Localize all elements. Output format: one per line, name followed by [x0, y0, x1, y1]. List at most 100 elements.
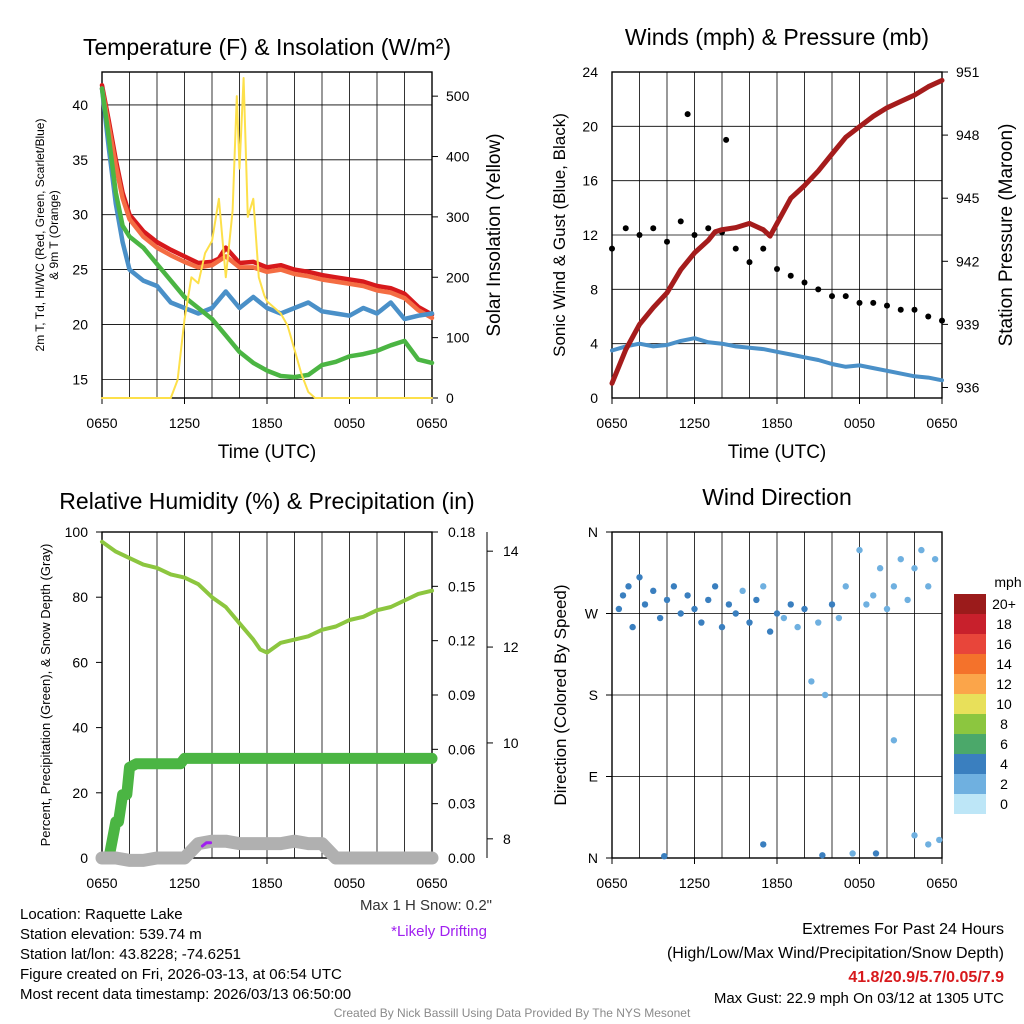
x-axis-label: Time (UTC)	[728, 442, 827, 463]
chart-title: Relative Humidity (%) & Precipitation (i…	[59, 488, 474, 514]
legend-swatch	[954, 614, 986, 634]
y-axis-label: Direction (Colored By Speed)	[551, 584, 570, 805]
gust-point	[939, 317, 945, 324]
direction-point	[615, 605, 623, 613]
y-right-tick-label: 939	[956, 316, 980, 332]
y-tick-label: W	[585, 606, 599, 622]
x-tick-label: 0650	[416, 415, 447, 431]
legend-label: 12	[996, 676, 1012, 692]
x-tick-label: 1250	[169, 415, 200, 431]
precip-tick-label: 0.18	[448, 524, 475, 540]
direction-point	[819, 852, 826, 859]
y-right-axis-label: Station Pressure (Maroon)	[996, 124, 1017, 347]
direction-point	[753, 596, 760, 604]
legend-label: 0	[1000, 796, 1008, 812]
series-line-precipitation	[96, 752, 438, 864]
legend-swatch	[954, 674, 986, 694]
y-tick-label: 20	[72, 785, 88, 801]
snow-tick-label: 12	[503, 639, 519, 655]
direction-point	[828, 601, 836, 608]
legend-swatch	[954, 734, 986, 754]
chart-title: Winds (mph) & Pressure (mb)	[625, 24, 929, 50]
x-tick-label: 1250	[679, 875, 710, 891]
gust-point	[842, 293, 849, 300]
precip-tick-label: 0.00	[448, 850, 475, 866]
x-tick-label: 0050	[334, 415, 365, 431]
x-tick-label: 0650	[596, 415, 627, 431]
gust-point	[774, 265, 780, 272]
station-location: Location: Raquette Lake	[20, 906, 183, 923]
y-tick-label: N	[588, 850, 598, 866]
y-axis-label: 2m T, Td, HI/WC (Red, Green, Scarlet/Blu…	[33, 119, 47, 352]
extremes-values: 41.8/20.9/5.7/0.05/7.9	[848, 969, 1004, 986]
gust-point	[925, 313, 932, 320]
x-tick-label: 1850	[251, 875, 282, 891]
direction-point	[705, 596, 712, 604]
chart-title: Wind Direction	[702, 484, 852, 510]
y-tick-label: 35	[72, 152, 88, 168]
direction-point	[904, 596, 911, 604]
x-tick-label: 1250	[679, 415, 710, 431]
direction-point	[661, 852, 668, 860]
series-line-likely-drifting	[200, 841, 213, 848]
legend-label: 8	[1000, 716, 1008, 732]
extremes-subheading: (High/Low/Max Wind/Precipitation/Snow De…	[666, 945, 1004, 962]
x-axis-label: Time (UTC)	[218, 442, 317, 463]
direction-point	[863, 601, 870, 608]
direction-point	[897, 555, 904, 563]
direction-point	[650, 587, 657, 595]
series-line-9m-t	[99, 86, 435, 321]
legend-label: 20+	[992, 596, 1016, 612]
direction-point	[711, 583, 719, 590]
direction-point	[766, 628, 774, 635]
precip-tick-label: 0.03	[448, 796, 475, 812]
x-tick-label: 0050	[844, 415, 875, 431]
x-tick-label: 1850	[761, 415, 792, 431]
y-right-tick-label: 500	[446, 88, 470, 104]
direction-point	[911, 565, 918, 572]
extremes-heading: Extremes For Past 24 Hours	[802, 921, 1004, 938]
direction-point	[780, 614, 788, 622]
gust-point	[746, 259, 753, 266]
legend-swatch	[954, 654, 986, 674]
x-tick-label: 0650	[926, 875, 957, 891]
x-tick-label: 1850	[761, 875, 792, 891]
series-line-solar-insolation	[101, 77, 433, 399]
direction-point	[931, 555, 939, 563]
y-tick-label: 16	[582, 173, 598, 189]
precip-tick-label: 0.12	[448, 633, 475, 649]
y-tick-label: 15	[72, 371, 88, 387]
gust-point	[787, 272, 794, 279]
extremes-box: Extremes For Past 24 Hours (High/Low/Max…	[667, 918, 1004, 1008]
y-tick-label: 4	[590, 336, 598, 352]
legend-swatch	[954, 714, 986, 734]
legend-swatch	[954, 694, 986, 714]
y-right-tick-label: 942	[956, 253, 980, 269]
y-right-tick-label: 951	[956, 64, 980, 80]
direction-point	[821, 691, 829, 699]
legend-label: 14	[996, 656, 1012, 672]
series-line-station-pressure	[609, 77, 945, 386]
direction-point	[670, 583, 678, 590]
legend-label: 10	[996, 696, 1012, 712]
y-tick-label: S	[589, 687, 598, 703]
series-line-2m-t	[99, 82, 435, 317]
gust-point	[856, 299, 863, 306]
direction-point	[801, 605, 808, 613]
gust-point	[815, 286, 822, 293]
direction-point	[856, 546, 863, 554]
legend-label: 16	[996, 636, 1012, 652]
legend-swatch	[954, 594, 986, 614]
station-elevation: Station elevation: 539.74 m	[20, 926, 202, 943]
y-tick-label: 100	[65, 524, 89, 540]
gust-point	[677, 218, 684, 225]
gust-point	[870, 299, 877, 306]
direction-point	[725, 601, 733, 608]
precip-tick-label: 0.06	[448, 741, 475, 757]
y-tick-label: 40	[72, 720, 88, 736]
y-axis-label-line2: & 9m T (Orange)	[47, 190, 61, 280]
direction-point	[691, 605, 698, 613]
y-right-tick-label: 936	[956, 379, 980, 395]
y-axis-label: Sonic Wind & Gust (Blue, Black)	[550, 113, 569, 357]
